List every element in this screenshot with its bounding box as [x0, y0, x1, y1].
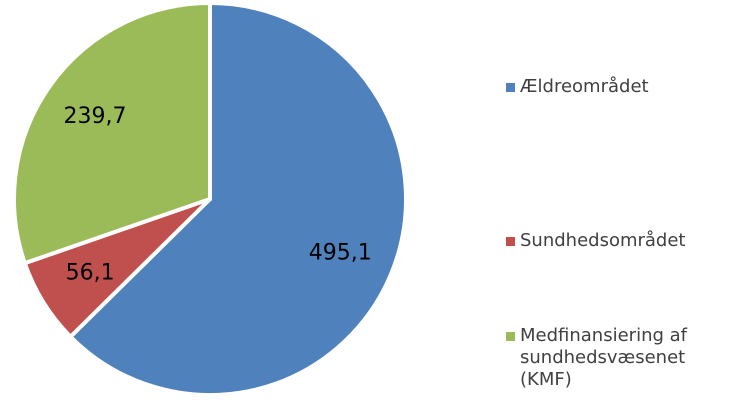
legend-label: Medfinansiering af sundhedsvæsenet (KMF): [520, 325, 687, 390]
legend-swatch: [506, 332, 515, 341]
data-label: 56,1: [66, 261, 115, 286]
legend-label: Ældreområdet: [520, 76, 649, 97]
legend-swatch: [506, 83, 515, 92]
legend-item: Ældreområdet: [506, 76, 746, 98]
legend-swatch: [506, 237, 515, 246]
data-label: 495,1: [309, 240, 372, 265]
legend-item: Medfinansiering af sundhedsvæsenet (KMF): [506, 325, 746, 391]
pie-slice: [67, 0, 408, 397]
legend-item: Sundhedsområdet: [506, 230, 746, 252]
data-label: 239,7: [64, 104, 127, 129]
pie-slice: [12, 0, 212, 266]
legend-label: Sundhedsområdet: [520, 230, 686, 251]
